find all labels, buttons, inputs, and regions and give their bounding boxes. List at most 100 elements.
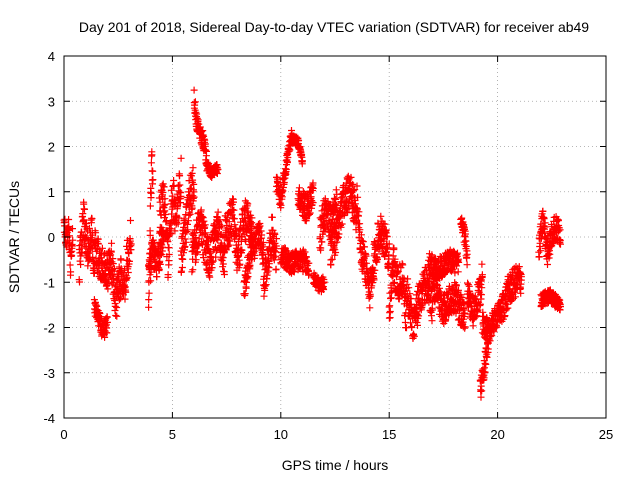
data-point <box>305 270 313 278</box>
data-point <box>553 215 561 223</box>
data-point <box>184 226 192 234</box>
data-point <box>361 243 368 251</box>
data-point <box>332 201 340 209</box>
data-point <box>223 222 231 229</box>
x-tick-label: 0 <box>60 427 67 442</box>
data-point <box>537 247 544 255</box>
data-point <box>214 208 222 216</box>
data-point <box>158 224 166 232</box>
data-point <box>511 293 519 301</box>
data-point <box>256 222 264 230</box>
data-point <box>539 207 547 215</box>
data-point <box>164 271 172 279</box>
data-point <box>295 184 303 192</box>
data-point <box>98 244 106 252</box>
data-point <box>242 221 250 229</box>
data-point <box>113 304 121 311</box>
data-point <box>474 306 482 314</box>
data-point <box>389 272 397 280</box>
data-point <box>353 216 361 224</box>
data-point <box>263 271 271 279</box>
data-point <box>148 151 156 159</box>
data-point <box>477 393 485 401</box>
data-point <box>362 252 370 260</box>
data-point <box>124 269 132 276</box>
data-point <box>65 216 73 223</box>
data-point <box>270 256 278 264</box>
data-point <box>464 279 472 287</box>
data-point <box>103 318 111 326</box>
data-point <box>77 261 85 268</box>
data-point <box>101 333 109 341</box>
data-point <box>386 314 394 322</box>
data-point <box>541 219 549 227</box>
data-point <box>370 276 378 284</box>
data-point <box>199 214 207 222</box>
data-point <box>108 258 116 266</box>
data-point <box>246 261 254 269</box>
data-point <box>557 303 564 311</box>
data-point <box>107 248 115 256</box>
data-point <box>149 167 157 175</box>
data-point <box>324 198 332 205</box>
data-point <box>382 226 390 234</box>
y-axis-label: SDTVAR / TECUs <box>6 181 22 293</box>
data-point <box>162 211 170 218</box>
data-point <box>178 255 186 263</box>
data-point <box>478 271 486 279</box>
data-point <box>431 285 439 293</box>
data-point <box>351 186 359 194</box>
data-point <box>158 181 166 189</box>
data-point <box>341 210 348 218</box>
data-point <box>260 243 267 251</box>
x-tick-label: 15 <box>382 427 396 442</box>
data-point <box>306 209 314 217</box>
data-point <box>231 235 239 243</box>
data-point <box>124 256 132 264</box>
data-point <box>459 298 467 306</box>
data-point <box>332 249 340 256</box>
data-point <box>212 253 220 261</box>
data-point <box>155 265 163 273</box>
data-point <box>371 266 379 274</box>
data-point <box>366 292 374 300</box>
data-point <box>260 292 268 300</box>
data-point <box>443 289 451 296</box>
data-point <box>66 261 74 269</box>
data-point <box>478 284 486 292</box>
data-point <box>96 313 104 321</box>
data-point <box>309 184 317 192</box>
data-point <box>268 213 276 221</box>
data-point <box>122 288 130 296</box>
y-tick-label: 3 <box>48 94 55 109</box>
data-point <box>410 331 418 339</box>
data-point <box>165 257 173 265</box>
data-point <box>111 302 119 310</box>
data-point <box>175 214 183 222</box>
data-point <box>478 260 486 268</box>
data-point <box>472 313 480 321</box>
data-point <box>167 186 175 194</box>
data-point <box>127 217 134 224</box>
data-point <box>333 235 341 243</box>
data-point <box>161 207 169 215</box>
data-point <box>440 292 448 299</box>
data-point <box>486 333 494 340</box>
data-point <box>177 154 185 162</box>
data-point <box>149 176 157 184</box>
data-point <box>189 164 197 172</box>
data-point <box>258 231 266 239</box>
data-point <box>405 284 413 292</box>
data-point <box>337 223 345 231</box>
data-point <box>272 248 280 256</box>
data-point <box>218 222 225 230</box>
data-point <box>320 278 328 286</box>
data-point <box>81 205 88 213</box>
data-point <box>112 312 120 319</box>
data-point <box>241 290 249 298</box>
data-point <box>481 368 489 376</box>
data-point <box>408 324 416 331</box>
data-point <box>201 140 209 148</box>
data-point <box>171 227 179 235</box>
data-point <box>197 206 205 214</box>
